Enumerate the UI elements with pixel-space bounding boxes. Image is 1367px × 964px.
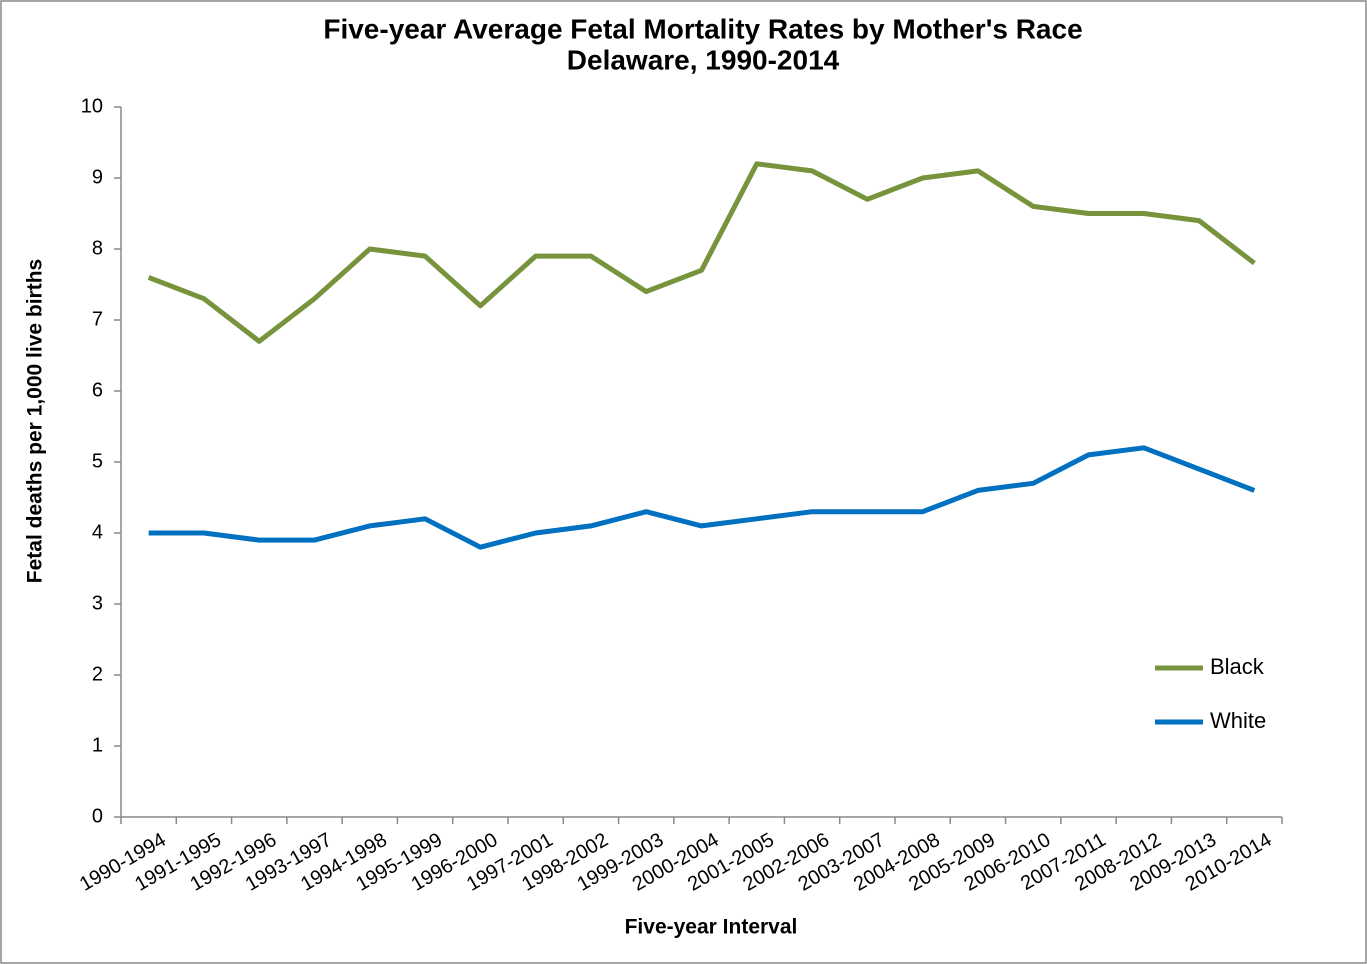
legend-label: Black (1210, 654, 1265, 679)
y-tick-label: 9 (92, 166, 103, 188)
y-axis-title: Fetal deaths per 1,000 live births (24, 259, 47, 583)
chart-title: Five-year Average Fetal Mortality Rates … (323, 13, 1082, 44)
y-tick-label: 3 (92, 592, 103, 614)
y-tick-label: 8 (92, 237, 103, 259)
y-tick-label: 4 (92, 521, 103, 543)
series-line (148, 445, 1256, 550)
x-axis-title: Five-year Interval (625, 916, 798, 939)
y-tick-label: 0 (92, 805, 103, 827)
y-tick-label: 6 (92, 379, 103, 401)
y-tick-label: 7 (92, 308, 103, 330)
y-tick-label: 5 (92, 450, 103, 472)
series-line (147, 161, 1256, 344)
legend-label: White (1210, 708, 1266, 733)
chart-subtitle: Delaware, 1990-2014 (567, 44, 840, 75)
y-tick-label: 2 (92, 663, 103, 685)
y-tick-label: 10 (81, 95, 103, 117)
y-tick-label: 1 (92, 734, 103, 756)
